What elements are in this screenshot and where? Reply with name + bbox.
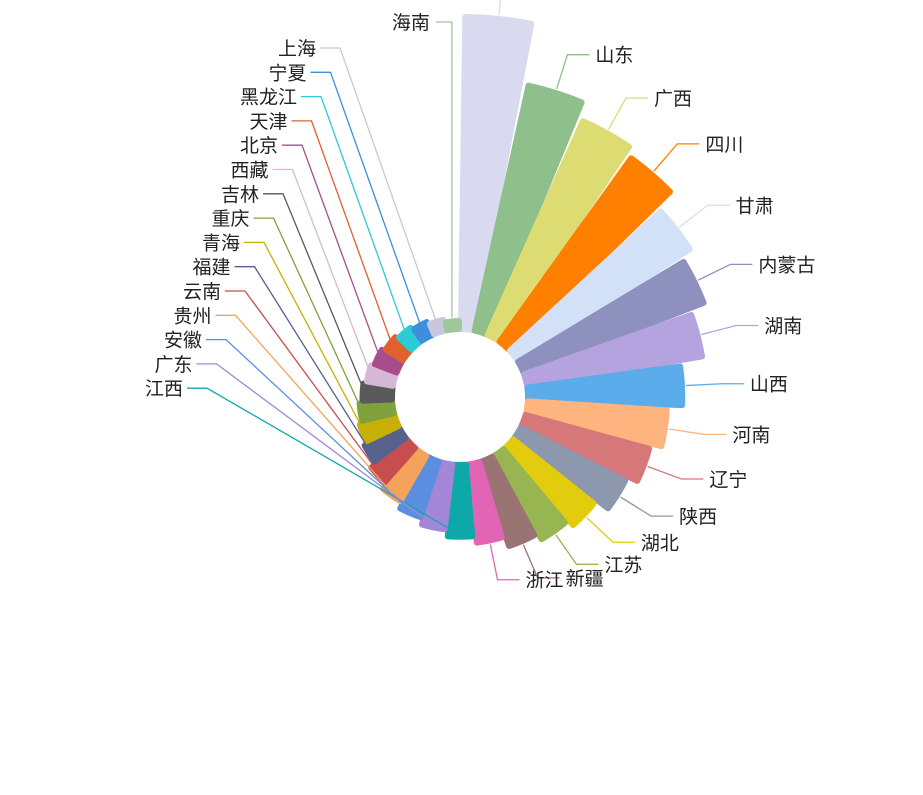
leader-line-浙江 [489,544,520,581]
slice-吉林[interactable] [359,380,396,404]
leader-line-北京 [282,144,381,358]
slice-新疆[interactable] [478,453,538,549]
leader-line-贵州 [215,314,394,495]
slice-湖北[interactable] [502,436,597,529]
slice-label-广东: 广东 [154,354,192,376]
slice-江西[interactable] [444,461,476,540]
slice-陕西[interactable] [511,424,629,512]
leader-line-辽宁 [647,465,704,480]
slice-label-广西: 广西 [654,88,692,110]
slice-广东[interactable] [418,459,456,533]
slice-安徽[interactable] [397,453,442,521]
slice-label-陕西: 陕西 [679,506,717,528]
slice-label-四川: 四川 [705,134,743,156]
slice-黑龙江[interactable] [396,324,424,353]
leader-line-湖南 [701,324,759,336]
leader-line-西藏 [272,168,372,375]
slice-湖南[interactable] [521,312,705,389]
leader-line-甘肃 [678,204,730,228]
labels-layer: 河北山东广西四川甘肃内蒙古湖南山西河南辽宁陕西湖北江苏新疆浙江江西广东安徽贵州云… [145,12,815,592]
slice-label-西藏: 西藏 [230,160,268,182]
slices-layer [356,14,707,549]
slice-重庆[interactable] [356,398,397,424]
slice-label-黑龙江: 黑龙江 [240,87,297,109]
slice-山西[interactable] [524,363,686,409]
slice-label-新疆: 新疆 [566,568,604,590]
slice-label-海南: 海南 [392,12,430,34]
leader-line-山东 [556,54,590,90]
leader-line-上海 [320,47,438,324]
leader-line-新疆 [522,544,560,579]
leader-lines-layer [187,0,759,581]
leader-line-山西 [685,383,744,387]
leader-line-吉林 [263,193,366,393]
slice-label-江西: 江西 [145,378,183,400]
slice-label-内蒙古: 内蒙古 [758,254,815,276]
leader-line-云南 [225,290,380,475]
slice-甘肃[interactable] [506,208,693,364]
slice-河南[interactable] [523,398,670,450]
slice-江苏[interactable] [490,446,568,543]
leader-line-内蒙古 [697,263,753,281]
leader-line-河北 [498,0,502,16]
leader-line-广东 [196,363,435,526]
slice-label-天津: 天津 [249,111,287,133]
slice-label-浙江: 浙江 [526,570,564,592]
leader-line-天津 [291,120,393,345]
slice-label-山东: 山东 [595,45,633,67]
slice-海南[interactable] [442,318,463,334]
leader-line-陕西 [620,496,674,517]
leader-line-海南 [435,21,453,318]
slice-内蒙古[interactable] [515,258,707,376]
slice-label-青海: 青海 [202,232,240,254]
slice-label-云南: 云南 [183,281,221,303]
leader-line-江苏 [555,534,599,565]
slice-云南[interactable] [368,436,418,485]
leader-line-重庆 [253,217,364,413]
slice-西藏[interactable] [363,362,399,389]
leader-line-广西 [607,97,648,130]
slice-label-湖南: 湖南 [764,315,802,337]
slice-label-吉林: 吉林 [221,184,259,206]
slice-上海[interactable] [426,316,449,338]
slice-label-福建: 福建 [192,257,230,279]
slice-label-甘肃: 甘肃 [736,195,774,217]
slice-label-河南: 河南 [732,424,770,446]
slice-label-安徽: 安徽 [164,330,202,352]
leader-line-湖北 [586,517,635,543]
slice-广西[interactable] [484,118,633,344]
slice-label-上海: 上海 [278,38,316,60]
slice-北京[interactable] [371,346,405,376]
leader-line-河南 [668,428,727,436]
slice-山东[interactable] [471,82,585,338]
slice-label-山西: 山西 [750,374,788,396]
slice-label-宁夏: 宁夏 [268,62,306,84]
slice-label-重庆: 重庆 [211,208,249,230]
slice-福建[interactable] [361,424,409,465]
leader-line-安徽 [206,338,412,512]
leader-line-宁夏 [310,71,422,328]
slice-label-江苏: 江苏 [604,554,642,576]
slice-河北[interactable] [457,14,535,334]
slice-label-贵州: 贵州 [173,305,211,327]
leader-line-江西 [187,387,461,536]
slice-浙江[interactable] [464,459,505,546]
leader-line-四川 [653,143,700,172]
slice-辽宁[interactable] [518,411,653,484]
slice-label-湖北: 湖北 [641,532,679,554]
slice-label-辽宁: 辽宁 [709,469,747,491]
leader-line-福建 [234,266,372,453]
slice-四川[interactable] [496,155,673,353]
slice-label-北京: 北京 [240,135,278,157]
leader-line-青海 [244,241,366,433]
leader-line-黑龙江 [301,95,407,335]
